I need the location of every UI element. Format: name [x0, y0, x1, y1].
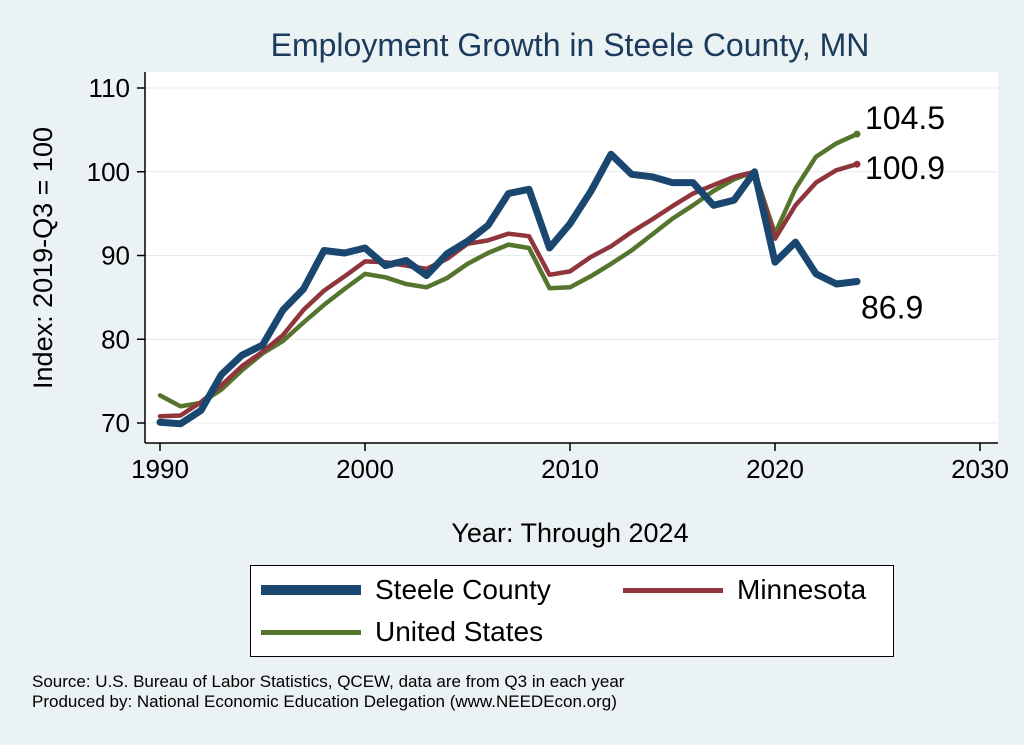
- x-tick-label-2020: 2020: [746, 454, 804, 484]
- chart-legend: Steele County Minnesota United States: [250, 565, 894, 657]
- chart-title: Employment Growth in Steele County, MN: [271, 27, 870, 63]
- y-tick-label-100: 100: [87, 157, 130, 187]
- end-point-us: [853, 130, 861, 138]
- end-label-minnesota: 100.9: [865, 150, 945, 186]
- x-tick-label-1990: 1990: [131, 454, 189, 484]
- source-note: Source: U.S. Bureau of Labor Statistics,…: [32, 672, 625, 691]
- series-line-steele: [156, 150, 861, 428]
- end-point-steele: [853, 277, 861, 285]
- legend-label-minnesota: Minnesota: [737, 574, 867, 605]
- y-tick-label-70: 70: [101, 408, 130, 438]
- legend-swatch-us: [261, 629, 361, 635]
- x-tick-label-2030: 2030: [951, 454, 1009, 484]
- y-tick-label-90: 90: [101, 241, 130, 271]
- y-axis-ticks: 70 80 90 100 110: [87, 73, 145, 438]
- series-line-minnesota: [157, 161, 860, 419]
- end-point-minnesota: [853, 160, 861, 168]
- legend-label-steele: Steele County: [375, 574, 551, 605]
- series-lines: [156, 131, 861, 428]
- legend-label-us: United States: [375, 616, 544, 647]
- y-tick-label-110: 110: [89, 73, 130, 103]
- y-tick-label-80: 80: [101, 324, 130, 354]
- x-axis-label: Year: Through 2024: [451, 518, 688, 548]
- end-label-steele: 86.9: [861, 289, 923, 325]
- x-axis-ticks: 1990 2000 2010 2020 2030: [131, 443, 1009, 484]
- legend-swatch-steele: [261, 585, 361, 595]
- end-value-labels: 86.9 100.9 104.5: [853, 100, 945, 325]
- legend-item-steele: Steele County: [261, 574, 551, 606]
- grid-lines: [145, 87, 998, 424]
- end-label-us: 104.5: [865, 100, 945, 136]
- produced-by-note: Produced by: National Economic Education…: [32, 692, 617, 711]
- x-tick-label-2000: 2000: [336, 454, 394, 484]
- x-tick-label-2010: 2010: [541, 454, 599, 484]
- y-axis-label: Index: 2019-Q3 = 100: [28, 127, 58, 389]
- legend-item-us: United States: [261, 616, 543, 648]
- legend-item-minnesota: Minnesota: [623, 574, 866, 606]
- legend-swatch-minnesota: [623, 587, 723, 593]
